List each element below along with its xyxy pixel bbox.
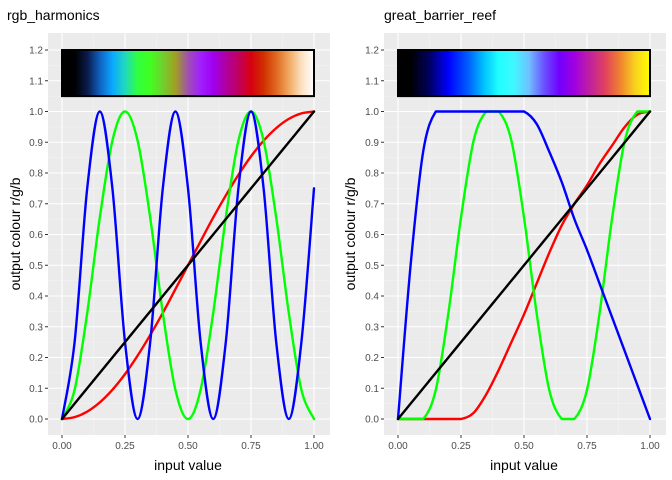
y-tick-label: 0.7 [365,199,379,210]
y-tick-label: 0.0 [29,415,43,426]
series-line-2 [396,110,652,421]
x-tick-label: 0.75 [241,441,261,452]
chart-panel: great_barrier_reef 0.0 0.1 0.2 0.3 0.4 0.5 0.6… [342,7,666,473]
x-tick-label: 0.25 [451,441,471,452]
y-axis-title: output colour r/g/b [7,177,23,290]
x-axis-ticks: 0.00 0.25 0.50 0.75 1.00 [388,435,660,452]
panel-title: rgb_harmonics [7,7,100,23]
y-tick-label: 1.0 [365,107,379,118]
x-tick-label: 0.50 [178,441,198,452]
y-axis-title: output colour r/g/b [342,177,358,290]
y-tick-label: 1.0 [29,107,43,118]
y-tick-label: 1.1 [29,76,43,87]
colour-gradient-bar [397,49,651,98]
y-tick-label: 0.6 [29,230,43,241]
series-line-3 [396,110,652,421]
series-line-2 [60,110,316,421]
x-tick-label: 0.75 [577,441,597,452]
series-line-1 [396,110,652,421]
y-tick-label: 0.5 [365,261,379,272]
y-tick-label: 0.1 [29,384,43,395]
y-tick-label: 0.7 [29,199,43,210]
y-tick-label: 0.0 [365,415,379,426]
x-tick-label: 1.00 [304,441,324,452]
y-tick-label: 0.9 [365,138,379,149]
panel-title: great_barrier_reef [384,7,496,23]
colour-gradient-bar [61,49,315,98]
y-tick-label: 0.2 [29,353,43,364]
y-tick-label: 0.4 [29,292,43,303]
series-lines [60,110,316,421]
chart-panel: rgb_harmonics 0.00.10.20.30.40.50.60.70.… [7,7,330,473]
y-tick-label: 0.4 [365,292,379,303]
x-axis-ticks: 0.00 0.25 0.50 0.75 1.00 [52,435,324,452]
y-tick-label: 0.5 [29,261,43,272]
y-tick-label: 0.3 [29,322,43,333]
y-tick-label: 0.3 [365,322,379,333]
y-axis-ticks: 0.0 0.1 0.2 0.3 0.4 0.5 0.6 0.7 0.8 0.9 1.0 1.1 1.2 [365,46,384,426]
y-tick-label: 0.6 [365,230,379,241]
y-tick-label: 1.2 [365,46,379,57]
x-tick-label: 0.25 [115,441,135,452]
y-tick-label: 1.1 [365,76,379,87]
series-line-0 [396,110,652,421]
x-tick-label: 0.00 [388,441,408,452]
x-tick-label: 0.00 [52,441,72,452]
y-tick-label: 0.8 [29,169,43,180]
y-tick-label: 0.8 [365,169,379,180]
x-axis-title: input value [490,457,558,473]
x-tick-label: 0.50 [514,441,534,452]
y-axis-ticks: 0.0 0.1 0.2 0.3 0.4 0.5 0.6 0.7 0.8 0.9 1.0 1.1 1.2 [29,46,48,426]
x-tick-label: 1.00 [640,441,660,452]
series-line-3 [60,110,316,421]
series-line-1 [60,110,316,421]
series-lines [396,110,652,421]
y-tick-label: 0.1 [365,384,379,395]
y-tick-label: 0.9 [29,138,43,149]
x-axis-title: input value [154,457,222,473]
y-tick-label: 1.2 [29,46,43,57]
y-tick-label: 0.2 [365,353,379,364]
